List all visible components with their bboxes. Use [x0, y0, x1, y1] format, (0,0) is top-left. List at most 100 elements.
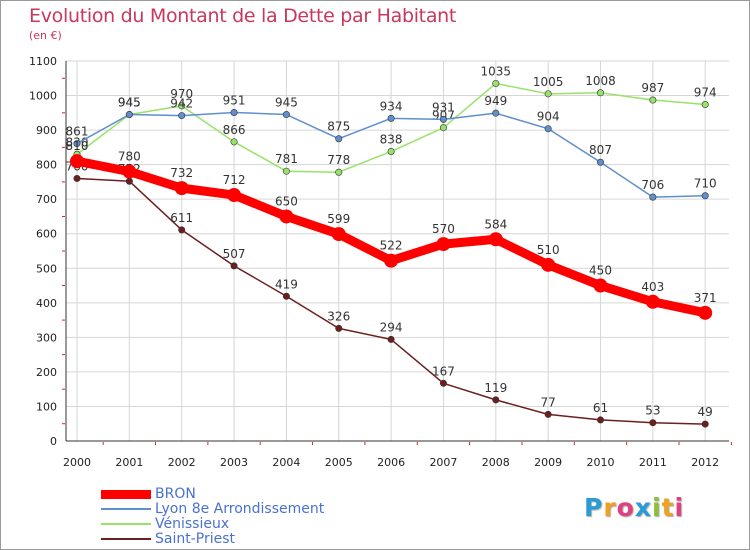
data-label: 970 [170, 87, 193, 101]
data-point [488, 232, 503, 247]
data-point [230, 108, 238, 116]
y-tick-label: 900 [36, 124, 57, 137]
data-point [436, 237, 451, 252]
data-point [125, 177, 133, 185]
data-label: 934 [380, 99, 403, 113]
data-point [387, 114, 395, 122]
data-point [73, 140, 81, 148]
data-label: 294 [380, 320, 403, 334]
logo-letter: i [674, 493, 685, 522]
logo-letter: o [616, 493, 635, 522]
data-point [701, 192, 709, 200]
data-point [230, 262, 238, 270]
chart-title: Evolution du Montant de la Dette par Hab… [29, 5, 457, 27]
data-label: 931 [432, 100, 455, 114]
data-point [596, 89, 604, 97]
data-label: 781 [275, 152, 298, 166]
legend-swatch [101, 508, 151, 510]
data-point [227, 188, 242, 203]
data-label: 732 [170, 166, 193, 180]
legend-item: Lyon 8e Arrondissement [101, 502, 324, 516]
y-tick-label: 400 [36, 297, 57, 310]
data-point [701, 420, 709, 428]
y-tick-label: 200 [36, 366, 57, 379]
logo-letter: x [634, 493, 652, 522]
data-label: 450 [589, 264, 612, 278]
data-point [596, 158, 604, 166]
data-point [387, 335, 395, 343]
legend-item: Vénissieux [101, 517, 229, 531]
data-label: 403 [641, 280, 664, 294]
data-point [439, 115, 447, 123]
data-point [645, 294, 660, 309]
data-label: 945 [118, 96, 141, 110]
x-tick-label: 2012 [691, 456, 719, 469]
data-label: 419 [275, 277, 298, 291]
y-tick-label: 100 [36, 400, 57, 413]
data-label: 945 [275, 96, 298, 110]
y-tick-label: 700 [36, 193, 57, 206]
data-point [122, 164, 137, 179]
data-label: 77 [541, 395, 556, 409]
chart-subtitle: (en €) [29, 29, 62, 42]
x-tick-label: 2010 [587, 456, 615, 469]
proxiti-logo: Proxiti [584, 493, 684, 522]
data-point [544, 125, 552, 133]
legend-label: Lyon 8e Arrondissement [155, 501, 325, 517]
data-point [279, 209, 294, 224]
data-point [335, 324, 343, 332]
data-label: 974 [694, 86, 717, 100]
data-label: 942 [170, 97, 193, 111]
legend-label: Vénissieux [155, 516, 230, 532]
x-tick-label: 2007 [429, 456, 457, 469]
data-point [178, 102, 186, 110]
data-label: 61 [593, 401, 608, 415]
legend-item: Saint-Priest [101, 532, 235, 546]
y-tick-label: 300 [36, 331, 57, 344]
data-point [698, 305, 713, 320]
data-point [384, 253, 399, 268]
data-point [282, 167, 290, 175]
data-label: 875 [327, 120, 350, 134]
data-point [174, 181, 189, 196]
data-point [439, 124, 447, 132]
data-label: 949 [484, 94, 507, 108]
data-label: 611 [170, 211, 193, 225]
legend-item: BRON [101, 487, 196, 501]
data-point [230, 138, 238, 146]
x-tick-label: 2002 [168, 456, 196, 469]
data-label: 807 [589, 143, 612, 157]
x-tick-label: 2008 [482, 456, 510, 469]
logo-letter: t [661, 493, 675, 522]
data-label: 710 [694, 177, 717, 191]
data-label: 712 [223, 173, 246, 187]
data-point [649, 193, 657, 201]
data-label: 570 [432, 222, 455, 236]
data-label: 49 [698, 405, 713, 419]
data-point [649, 419, 657, 427]
y-tick-label: 1100 [29, 55, 57, 68]
data-point [178, 112, 186, 120]
data-point [282, 111, 290, 119]
data-point [541, 257, 556, 272]
logo-letter: i [652, 493, 662, 522]
x-tick-label: 2006 [377, 456, 405, 469]
y-tick-label: 500 [36, 262, 57, 275]
legend-label: Saint-Priest [155, 531, 236, 547]
legend-swatch [101, 538, 151, 540]
x-tick-label: 2001 [115, 456, 143, 469]
data-point [596, 416, 604, 424]
data-point [335, 135, 343, 143]
y-tick-label: 0 [50, 435, 57, 448]
data-point [492, 396, 500, 404]
data-label: 706 [641, 178, 664, 192]
data-label: 119 [484, 381, 507, 395]
data-label: 522 [380, 239, 403, 253]
data-label: 987 [641, 81, 664, 95]
data-label: 167 [432, 364, 455, 378]
data-point [331, 227, 346, 242]
legend-swatch [101, 523, 151, 525]
data-point [492, 79, 500, 87]
data-label: 53 [645, 404, 660, 418]
